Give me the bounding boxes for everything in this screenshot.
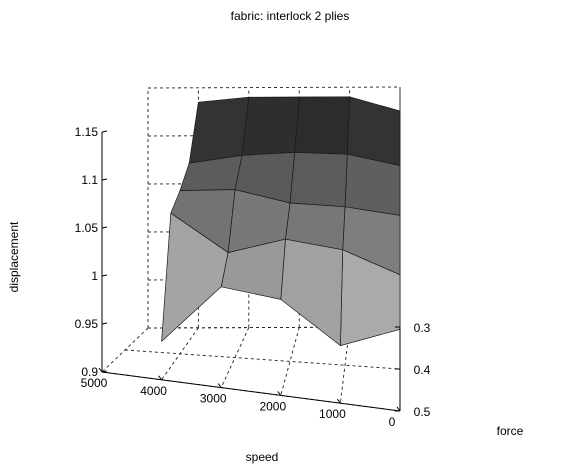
x-axis-label: speed (246, 450, 279, 464)
x-tick (277, 391, 282, 396)
x-tick-label: 4000 (140, 384, 167, 398)
gridline-floor (220, 327, 250, 388)
y-tick-label: 0.5 (414, 405, 431, 419)
x-tick (217, 383, 222, 388)
x-tick (158, 375, 163, 381)
z-tick (101, 274, 108, 277)
z-tick (101, 130, 108, 133)
x-tick-label: 5000 (81, 376, 108, 390)
surface-patch (161, 212, 229, 342)
x-tick-label: 0 (389, 415, 396, 429)
x-tick-label: 2000 (259, 399, 286, 413)
surface-patch (280, 238, 344, 346)
z-axis-label: displacement (7, 221, 21, 292)
surface-patch (346, 96, 401, 166)
z-tick-label: 1.1 (81, 173, 98, 187)
y-tick-label: 0.4 (414, 363, 431, 377)
chart-title: fabric: interlock 2 plies (231, 9, 350, 23)
z-tick (101, 226, 108, 229)
x-tick-label: 3000 (200, 392, 227, 406)
surface-patch (241, 96, 300, 156)
surface-patch (294, 96, 350, 155)
z-tick (101, 178, 108, 181)
z-tick (101, 322, 108, 325)
surface-layer (161, 96, 401, 346)
z-tick-label: 1.05 (75, 221, 99, 235)
z-tick (101, 370, 108, 373)
z-tick-label: 1.15 (75, 125, 99, 139)
x-tick (396, 406, 401, 412)
x-tick (98, 367, 103, 373)
z-tick-label: 0.9 (81, 365, 98, 379)
y-tick-label: 0.3 (414, 321, 431, 335)
y-axis-label: force (497, 424, 524, 438)
z-tick-label: 1 (91, 269, 98, 283)
z-tick-label: 0.95 (75, 317, 99, 331)
surface-patch (289, 152, 348, 208)
x-axis-line (101, 371, 401, 412)
gridline-back-wall (147, 86, 401, 89)
x-tick (336, 398, 341, 404)
axis-layer: 0.9 0.95 1 1.05 1.1 1.15 5000 4000 3000 2000 1000 0… (75, 125, 431, 429)
surface-patch (188, 96, 250, 164)
gridline-floor (124, 349, 401, 370)
x-tick-label: 1000 (319, 407, 346, 421)
